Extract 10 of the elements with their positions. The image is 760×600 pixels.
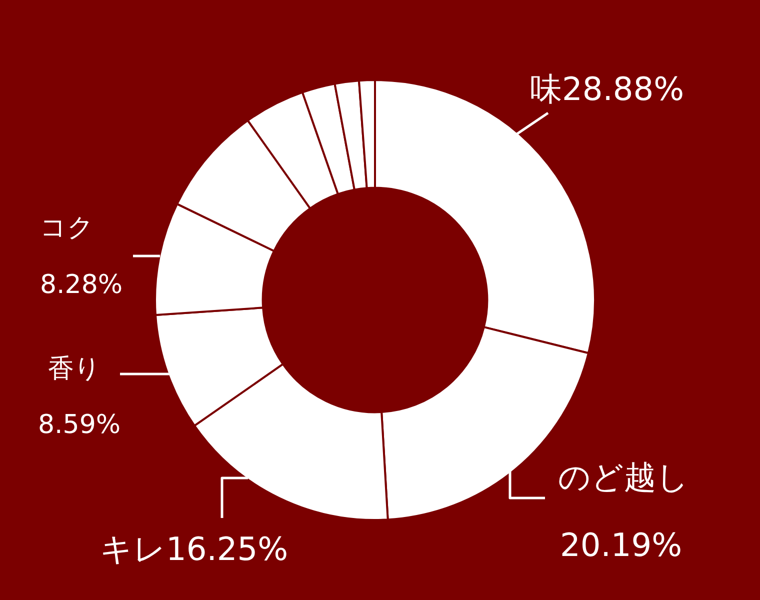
data-label: 8.59% xyxy=(38,410,121,440)
slice-label: 香り xyxy=(48,354,101,384)
slice-label: 味 xyxy=(530,70,562,108)
data-label: 16.25% xyxy=(166,530,288,568)
data-label: 28.88% xyxy=(562,70,684,108)
slice-label: コク xyxy=(40,213,94,243)
data-label: 20.19% xyxy=(560,526,682,564)
slice-label: キレ xyxy=(100,530,166,568)
data-label: 8.28% xyxy=(40,270,123,300)
slice-label: のど越し xyxy=(558,458,689,496)
